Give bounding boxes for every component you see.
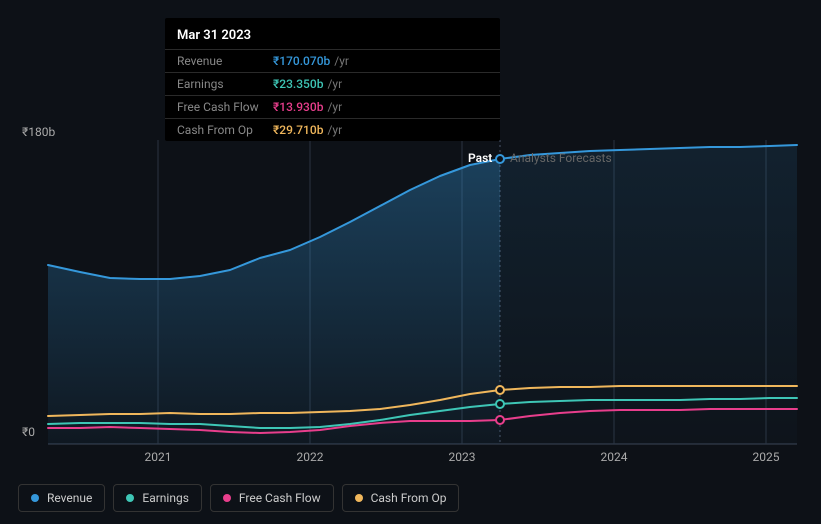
legend-dot-icon [223,494,231,502]
legend-dot-icon [31,494,39,502]
tooltip-row: Revenue₹170.070b/yr [165,49,500,72]
tooltip-row: Free Cash Flow₹13.930b/yr [165,95,500,118]
legend-label: Earnings [142,491,189,505]
forecast-label: Analysts Forecasts [510,151,612,165]
legend-label: Revenue [47,491,92,505]
x-axis-label: 2022 [297,450,324,464]
tooltip-row-value: ₹170.070b [273,54,330,68]
legend-dot-icon [355,494,363,502]
legend-item[interactable]: Earnings [113,484,202,512]
legend-dot-icon [126,494,134,502]
tooltip-row-suffix: /yr [334,54,349,68]
tooltip-row-value: ₹29.710b [273,123,323,137]
x-axis-label: 2025 [753,450,780,464]
tooltip-row-label: Earnings [177,77,273,91]
chart-legend: Revenue Earnings Free Cash Flow Cash From O… [18,484,459,512]
x-axis-label: 2021 [145,450,172,464]
legend-label: Cash From Op [371,491,447,505]
tooltip-row-value: ₹23.350b [273,77,323,91]
tooltip-row-label: Free Cash Flow [177,100,273,114]
chart-tooltip: Mar 31 2023 Revenue₹170.070b/yrEarnings₹… [165,18,500,141]
past-label: Past [468,151,492,165]
tooltip-row-suffix: /yr [327,123,342,137]
tooltip-row: Earnings₹23.350b/yr [165,72,500,95]
tooltip-row-value: ₹13.930b [273,100,323,114]
tooltip-row-label: Revenue [177,54,273,68]
tooltip-row-suffix: /yr [327,100,342,114]
legend-item[interactable]: Free Cash Flow [210,484,334,512]
legend-label: Free Cash Flow [239,491,321,505]
legend-item[interactable]: Cash From Op [342,484,460,512]
tooltip-row-suffix: /yr [327,77,342,91]
tooltip-title: Mar 31 2023 [165,24,500,49]
x-axis-label: 2024 [601,450,628,464]
y-axis-label: ₹0 [22,425,35,439]
tooltip-row: Cash From Op₹29.710b/yr [165,118,500,141]
y-axis-label: ₹180b [22,125,55,139]
x-axis-label: 2023 [449,450,476,464]
legend-item[interactable]: Revenue [18,484,105,512]
tooltip-row-label: Cash From Op [177,123,273,137]
